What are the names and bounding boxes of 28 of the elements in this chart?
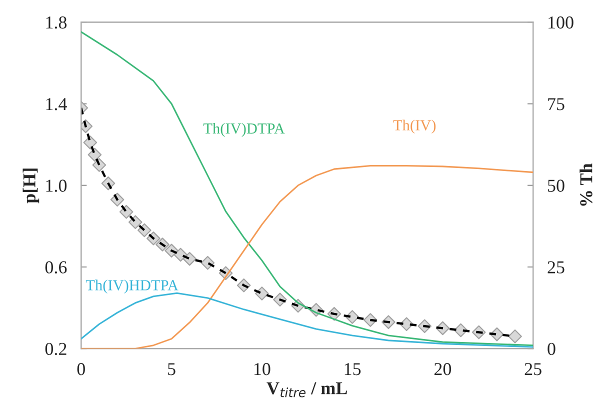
y-tick-label: 1.4 xyxy=(46,98,67,110)
x-tick-label: 5 xyxy=(168,363,176,376)
x-tick-label: 15 xyxy=(344,363,361,376)
y2-tick-label: 25 xyxy=(548,261,564,274)
point xyxy=(88,148,102,162)
point xyxy=(119,204,134,219)
point xyxy=(254,286,269,300)
series-label: Th(IV)DTPA xyxy=(203,122,285,137)
x-tick-label: 0 xyxy=(77,363,85,376)
y2-tick-label: 0 xyxy=(548,342,556,356)
point xyxy=(508,329,522,344)
point xyxy=(128,215,142,230)
series-label: Th(IV)HDTPA xyxy=(86,280,178,294)
y-axis-title: p[H] xyxy=(22,168,40,204)
y-tick-label: 1.8 xyxy=(46,16,67,29)
y2-tick-label: 50 xyxy=(548,180,564,192)
x-tick-label: 25 xyxy=(524,363,542,376)
x-tick-label: 20 xyxy=(434,363,452,376)
y2-tick-label: 75 xyxy=(548,98,564,110)
y-tick-label: 1.0 xyxy=(46,180,67,192)
y-tick-label: 0.6 xyxy=(45,261,67,274)
text: Th(IV) xyxy=(393,120,436,134)
y2-tick-label: 100 xyxy=(548,16,574,29)
x-tick-label: 10 xyxy=(254,363,270,376)
y-tick-label: 0.2 xyxy=(45,342,66,356)
line-series xyxy=(81,31,534,346)
x-axis-title: V$_{titre}$ / mL xyxy=(266,382,347,398)
y2-axis-title: % Th xyxy=(580,163,592,206)
